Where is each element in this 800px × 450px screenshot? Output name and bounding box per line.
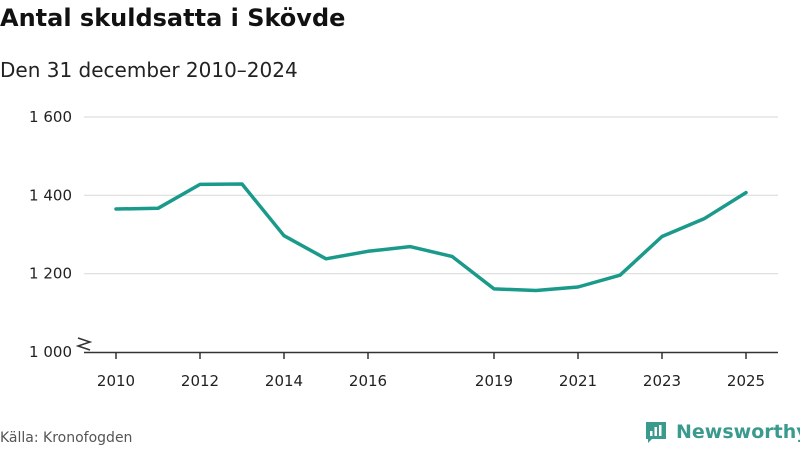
x-tick-label: 2019 (475, 372, 513, 390)
y-tick-label: 1 000 (29, 343, 72, 361)
line-chart: 1 000 1 200 1 400 1 600 2010 2012 2014 2016 2019… (29, 108, 778, 390)
x-tick-label: 2021 (559, 372, 597, 390)
x-tick-label: 2023 (643, 372, 681, 390)
y-tick-label: 1 600 (29, 108, 72, 126)
y-tick-label: 1 200 (29, 265, 72, 283)
chart-title: Antal skuldsatta i Skövde (0, 4, 346, 32)
x-tick-label: 2016 (349, 372, 387, 390)
y-tick-label: 1 400 (29, 186, 72, 204)
chart-subtitle: Den 31 december 2010–2024 (0, 58, 298, 82)
newsworthy-logo-icon (646, 422, 666, 443)
x-tick-label: 2010 (97, 372, 135, 390)
x-tick-label: 2014 (265, 372, 303, 390)
brand-logo: Newsworthy (644, 420, 800, 444)
brand-name: Newsworthy (676, 421, 800, 443)
series-line (114, 182, 748, 293)
x-tick-label: 2025 (727, 372, 765, 390)
source-note: Källa: Kronofogden (0, 430, 133, 446)
x-tick-label: 2012 (181, 372, 219, 390)
axis-break-mark (75, 337, 93, 351)
